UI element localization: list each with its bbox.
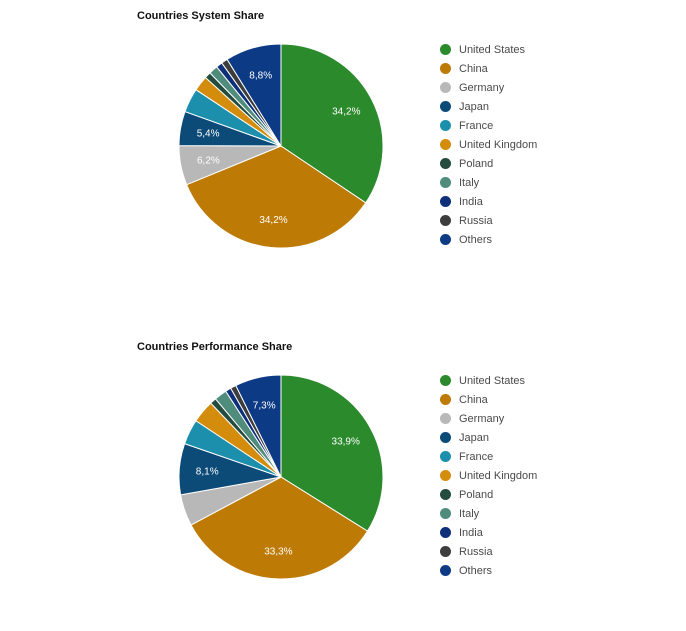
legend-label: India [459, 195, 483, 208]
legend: United States China Germany Japan France Unit… [440, 40, 537, 249]
legend-label: France [459, 119, 494, 132]
legend-item-japan: Japan [440, 97, 537, 116]
legend-item-germany: Germany [440, 78, 537, 97]
legend-item-others: Others [440, 230, 537, 249]
legend-swatch-icon [440, 470, 451, 481]
pie-slice-china [185, 145, 367, 249]
legend-item-italy: Italy [440, 173, 537, 192]
pie-chart: 33,9% 33,3% 8,1% 7,3% [178, 374, 384, 580]
legend-item-india: India [440, 523, 537, 542]
slice-label-united-states: 34,2% [332, 107, 360, 118]
legend-swatch-icon [440, 451, 451, 462]
legend-label: Germany [459, 412, 505, 425]
legend-item-poland: Poland [440, 485, 537, 504]
chart-title: Countries Performance Share [137, 341, 293, 353]
chart-title: Countries System Share [137, 10, 265, 22]
legend-swatch-icon [440, 196, 451, 207]
legend-swatch-icon [440, 375, 451, 386]
pie-chart: 34,2% 34,2% 6,2% 5,4% 8,8% [178, 43, 384, 249]
legend-label: Russia [459, 214, 493, 227]
legend-item-italy: Italy [440, 504, 537, 523]
legend-swatch-icon [440, 63, 451, 74]
legend-label: Others [459, 564, 493, 577]
slice-label-japan: 5,4% [197, 129, 220, 140]
legend: United States China Germany Japan France Unit… [440, 371, 537, 580]
legend-label: Russia [459, 545, 493, 558]
pie-slice-china [190, 476, 369, 580]
legend-item-united-kingdom: United Kingdom [440, 135, 537, 154]
legend-item-united-kingdom: United Kingdom [440, 466, 537, 485]
legend-swatch-icon [440, 139, 451, 150]
legend-label: China [459, 62, 488, 75]
legend-label: Italy [459, 176, 480, 189]
pie-slice-others [235, 374, 282, 478]
legend-label: Germany [459, 81, 505, 94]
legend-label: United States [459, 374, 526, 387]
legend-item-others: Others [440, 561, 537, 580]
legend-item-germany: Germany [440, 409, 537, 428]
legend-item-japan: Japan [440, 428, 537, 447]
legend-item-russia: Russia [440, 542, 537, 561]
system-share-chart: Countries System Share 34,2% 34,2% 6,2% 5,4… [0, 0, 686, 300]
legend-swatch-icon [440, 565, 451, 576]
legend-item-united-states: United States [440, 371, 537, 390]
legend-item-france: France [440, 116, 537, 135]
legend-swatch-icon [440, 215, 451, 226]
legend-label: United Kingdom [459, 469, 538, 482]
legend-label: United Kingdom [459, 138, 538, 151]
legend-label: India [459, 526, 483, 539]
slice-label-china: 34,2% [259, 215, 287, 226]
legend-item-united-states: United States [440, 40, 537, 59]
legend-swatch-icon [440, 489, 451, 500]
legend-label: Poland [459, 488, 494, 501]
legend-swatch-icon [440, 413, 451, 424]
legend-swatch-icon [440, 508, 451, 519]
pie-slice-united-states [280, 374, 384, 532]
legend-label: Others [459, 233, 493, 246]
legend-swatch-icon [440, 394, 451, 405]
legend-swatch-icon [440, 158, 451, 169]
legend-label: China [459, 393, 488, 406]
slice-label-germany: 6,2% [197, 156, 220, 167]
slice-label-china: 33,3% [264, 547, 292, 558]
legend-label: United States [459, 43, 526, 56]
legend-label: Italy [459, 507, 480, 520]
legend-swatch-icon [440, 546, 451, 557]
legend-item-poland: Poland [440, 154, 537, 173]
legend-label: France [459, 450, 494, 463]
pie-slice-others [226, 43, 282, 148]
legend-swatch-icon [440, 234, 451, 245]
legend-item-china: China [440, 59, 537, 78]
performance-share-chart: Countries Performance Share 33,9% 33,3% 8,… [0, 331, 686, 631]
legend-swatch-icon [440, 101, 451, 112]
slice-label-japan: 8,1% [196, 467, 219, 478]
legend-swatch-icon [440, 82, 451, 93]
legend-swatch-icon [440, 44, 451, 55]
legend-item-india: India [440, 192, 537, 211]
legend-swatch-icon [440, 432, 451, 443]
legend-item-china: China [440, 390, 537, 409]
legend-item-russia: Russia [440, 211, 537, 230]
slice-label-united-states: 33,9% [332, 437, 360, 448]
legend-label: Japan [459, 100, 489, 113]
legend-swatch-icon [440, 120, 451, 131]
legend-label: Japan [459, 431, 489, 444]
slice-label-others: 8,8% [249, 70, 272, 81]
legend-swatch-icon [440, 527, 451, 538]
legend-swatch-icon [440, 177, 451, 188]
legend-item-france: France [440, 447, 537, 466]
legend-label: Poland [459, 157, 494, 170]
pie-slice-united-states [280, 43, 384, 204]
slice-label-others: 7,3% [253, 400, 276, 411]
